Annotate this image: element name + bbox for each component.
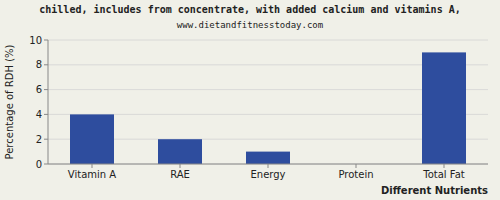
y-tick — [44, 114, 48, 115]
y-tick-label: 6 — [36, 84, 42, 95]
x-axis-label: Different Nutrients — [381, 185, 488, 196]
x-tick-label: RAE — [170, 169, 190, 180]
y-tick — [44, 40, 48, 41]
chart: 0 2 4 6 8 10 Vitamin A RAE Energy Protein Total Fa… — [0, 0, 500, 200]
y-tick — [44, 164, 48, 165]
bars — [70, 52, 466, 164]
bar — [422, 52, 466, 164]
y-axis-label: Percentage of RDH (%) — [4, 44, 15, 159]
x-tick-label: Total Fat — [422, 169, 464, 180]
y-tick-label: 10 — [29, 35, 42, 46]
x-tick — [356, 164, 357, 168]
y-tick-label: 8 — [36, 59, 42, 70]
x-tick — [92, 164, 93, 168]
grid-line — [48, 40, 488, 41]
y-tick-label: 0 — [36, 159, 42, 170]
background — [0, 0, 500, 200]
bar — [246, 152, 290, 164]
y-tick-label: 4 — [36, 109, 42, 120]
bar — [70, 114, 114, 164]
x-tick — [444, 164, 445, 168]
bar — [158, 139, 202, 164]
x-tick-label: Vitamin A — [68, 169, 116, 180]
y-tick-label: 2 — [36, 134, 42, 145]
y-tick — [44, 64, 48, 65]
x-tick — [268, 164, 269, 168]
y-tick — [44, 139, 48, 140]
y-axis-line — [48, 40, 49, 164]
y-tick — [44, 89, 48, 90]
x-tick-label: Energy — [250, 169, 285, 180]
x-tick-label: Protein — [338, 169, 373, 180]
title: chilled, includes from concentrate, with… — [39, 4, 460, 15]
subtitle: www.dietandfitnesstoday.com — [177, 20, 323, 30]
x-tick — [180, 164, 181, 168]
